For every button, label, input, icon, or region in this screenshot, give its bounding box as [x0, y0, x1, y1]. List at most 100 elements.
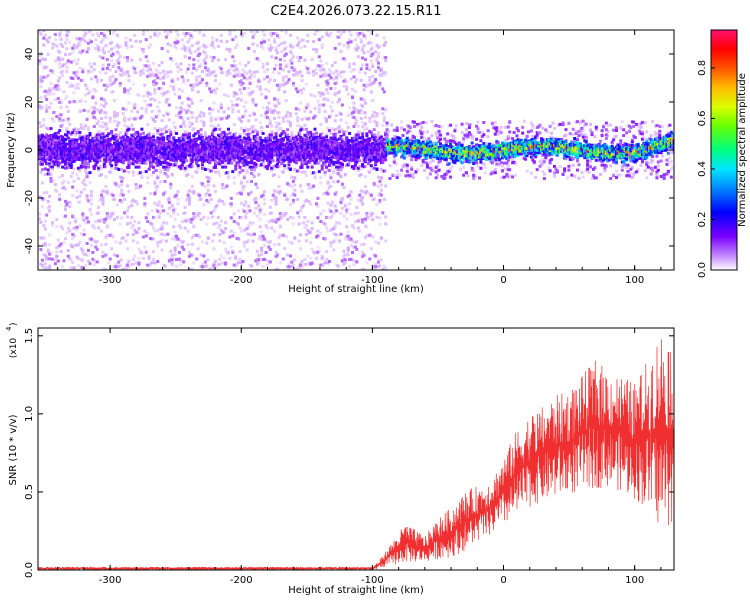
- spectrogram-cell: [68, 205, 72, 209]
- spectrogram-cell: [64, 237, 67, 241]
- spectrogram-cell: [43, 243, 47, 247]
- spectrogram-cell: [48, 209, 52, 213]
- spectrogram-cell: [128, 221, 132, 225]
- spectrogram-cell: [53, 98, 57, 101]
- spectrogram-cell: [59, 99, 63, 103]
- spectrogram-cell: [224, 165, 228, 169]
- spectrogram-cell: [257, 203, 261, 207]
- spectrogram-cell: [110, 167, 114, 171]
- spectrogram-cell: [140, 69, 144, 73]
- spectrogram-cell: [196, 247, 200, 251]
- spectrogram-cell: [97, 119, 101, 123]
- spectrogram-cell: [69, 138, 73, 142]
- spectrogram-cell: [146, 30, 150, 32]
- spectrogram-cell: [123, 197, 127, 201]
- spectrogram-cell: [124, 40, 128, 44]
- spectrogram-cell: [120, 216, 124, 220]
- spectrogram-cell: [49, 89, 53, 92]
- spectrogram-cell: [111, 75, 115, 78]
- spectrogram-cell: [242, 244, 246, 248]
- spectrogram-cell: [268, 78, 272, 82]
- spectrogram-cell: [85, 117, 89, 121]
- spectrogram-cell: [95, 31, 99, 35]
- spectrogram-cell: [56, 238, 60, 242]
- spectrogram-cell: [260, 92, 264, 96]
- spectrogram-cell: [56, 79, 60, 83]
- spectrogram-cell: [84, 32, 88, 36]
- spectrogram-cell: [237, 163, 241, 167]
- spectrogram-cell: [51, 46, 54, 50]
- spectrogram-cell: [239, 192, 243, 196]
- spectrogram-cell: [111, 235, 115, 239]
- spectrogram-cell: [48, 233, 52, 237]
- spectrogram-cell: [75, 138, 79, 142]
- spectrogram-cell: [69, 243, 73, 246]
- spectrogram-cell: [131, 173, 135, 177]
- spectrogram-cell: [76, 264, 80, 267]
- spectrogram-cell: [66, 30, 70, 33]
- spectrogram-cell: [71, 46, 75, 50]
- spectrogram-cell: [252, 113, 256, 116]
- spectrogram-cell: [263, 40, 266, 44]
- spectrogram-cell: [205, 199, 209, 202]
- spectrogram-cell: [268, 122, 272, 125]
- spectrogram-cell: [108, 160, 112, 164]
- spectrogram-cell: [134, 183, 138, 186]
- spectrogram-cell: [270, 55, 274, 59]
- spectrogram-cell: [141, 94, 145, 98]
- spectrogram-cell: [113, 30, 116, 33]
- spectrogram-cell: [264, 251, 268, 254]
- spectrogram-cell: [237, 261, 241, 265]
- spectrogram-cell: [216, 170, 220, 174]
- spectrogram-cell: [39, 75, 43, 79]
- spectrogram-cell: [114, 128, 118, 132]
- spectrogram-cell: [186, 141, 190, 144]
- spectrogram-cell: [237, 237, 241, 241]
- spectrogram-cell: [156, 203, 160, 207]
- spectrogram-cell: [247, 119, 251, 123]
- spectrogram-cell: [48, 106, 52, 110]
- spectrogram-cell: [183, 46, 187, 50]
- spectrogram-cell: [115, 59, 119, 63]
- spectrogram-cell: [179, 62, 183, 66]
- spectrogram-cell: [198, 149, 202, 153]
- spectrogram-cell: [229, 139, 233, 143]
- spectrogram-cell: [45, 266, 49, 270]
- spectrogram-cell: [149, 68, 153, 72]
- spectrogram-cell: [127, 158, 131, 162]
- spectrogram-cell: [61, 73, 65, 77]
- spectrogram-cell: [186, 117, 190, 120]
- spectrogram-cell: [176, 197, 180, 201]
- spectrogram-cell: [159, 240, 163, 244]
- spectrogram-cell: [87, 259, 90, 263]
- spectrogram-cell: [89, 202, 93, 206]
- spectrogram-cell: [114, 265, 118, 269]
- spectrogram-cell: [257, 237, 261, 241]
- spectrogram-cell: [104, 175, 108, 179]
- spectrogram-cell: [196, 90, 200, 94]
- spectrogram-cell: [196, 59, 200, 63]
- spectrogram-cell: [189, 51, 193, 55]
- spectrogram-cell: [130, 44, 134, 48]
- spectrogram-cell: [64, 138, 67, 142]
- spectrogram-cell: [58, 197, 62, 201]
- spectrogram-cell: [245, 240, 249, 244]
- spectrogram-cell: [248, 221, 252, 225]
- spectrogram-cell: [111, 90, 115, 94]
- spectrogram-cell: [153, 98, 157, 102]
- spectrogram-cell: [87, 41, 90, 45]
- spectrogram-cell: [131, 127, 135, 131]
- spectrogram-cell: [234, 63, 238, 67]
- spectrogram-cell: [39, 236, 43, 240]
- spectrogram-cell: [89, 190, 93, 194]
- spectrogram-cell: [196, 167, 200, 171]
- spectrogram-cell: [87, 128, 90, 132]
- spectrogram-cell: [45, 191, 49, 195]
- spectrogram-cell: [203, 51, 207, 55]
- spectrogram-cell: [133, 104, 137, 108]
- spectrogram-cell: [156, 184, 160, 188]
- spectrogram-cell: [74, 86, 78, 90]
- spectrogram-cell: [224, 146, 228, 150]
- spectrogram-cell: [263, 33, 266, 37]
- spectrogram-cell: [261, 38, 265, 42]
